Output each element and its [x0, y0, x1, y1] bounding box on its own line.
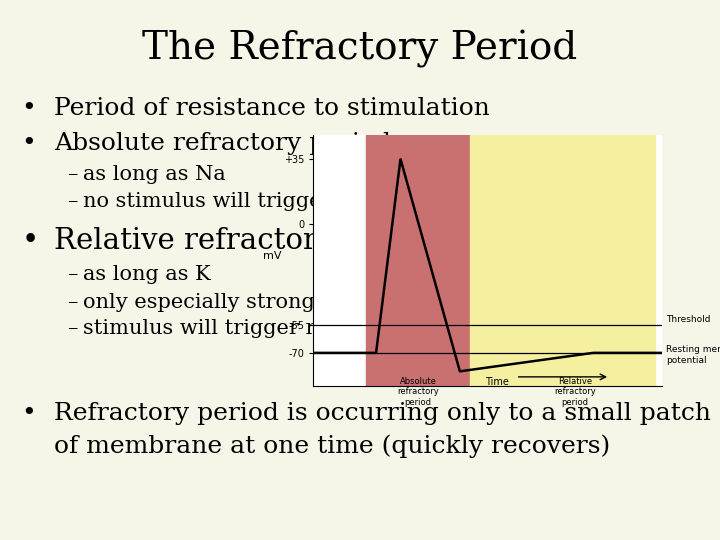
- Text: stimulus will trigger new AP: stimulus will trigger new AP: [83, 319, 384, 338]
- Text: The Refractory Period: The Refractory Period: [143, 30, 577, 68]
- Text: •: •: [22, 132, 36, 156]
- Text: Relative refractory period: Relative refractory period: [54, 227, 438, 255]
- Y-axis label: mV: mV: [264, 251, 282, 261]
- Text: Relative
refractory
period: Relative refractory period: [554, 377, 596, 407]
- Text: Resting membrane
potential: Resting membrane potential: [666, 346, 720, 365]
- Text: –: –: [67, 293, 77, 312]
- Text: as long as Na: as long as Na: [83, 165, 225, 184]
- Text: as long as K: as long as K: [83, 265, 210, 284]
- Bar: [366, 135, 470, 386]
- Text: –: –: [67, 265, 77, 284]
- Text: Refractory period is occurring only to a small patch: Refractory period is occurring only to a…: [54, 402, 711, 426]
- Text: Absolute refractory period: Absolute refractory period: [54, 132, 391, 156]
- Text: only especially strong: only especially strong: [83, 293, 315, 312]
- Text: of membrane at one time (quickly recovers): of membrane at one time (quickly recover…: [54, 435, 611, 458]
- Text: •: •: [22, 97, 36, 120]
- Text: –: –: [67, 319, 77, 338]
- Text: Period of resistance to stimulation: Period of resistance to stimulation: [54, 97, 490, 120]
- Text: Time: Time: [485, 377, 509, 387]
- Text: •: •: [22, 227, 39, 255]
- Text: •: •: [22, 402, 36, 426]
- Text: Absolute
refractory
period: Absolute refractory period: [397, 377, 438, 407]
- Text: Threshold: Threshold: [666, 315, 711, 324]
- Bar: [470, 135, 655, 386]
- Text: –: –: [67, 165, 77, 184]
- Text: no stimulus will trigger AP: no stimulus will trigger AP: [83, 192, 367, 211]
- Text: –: –: [67, 192, 77, 211]
